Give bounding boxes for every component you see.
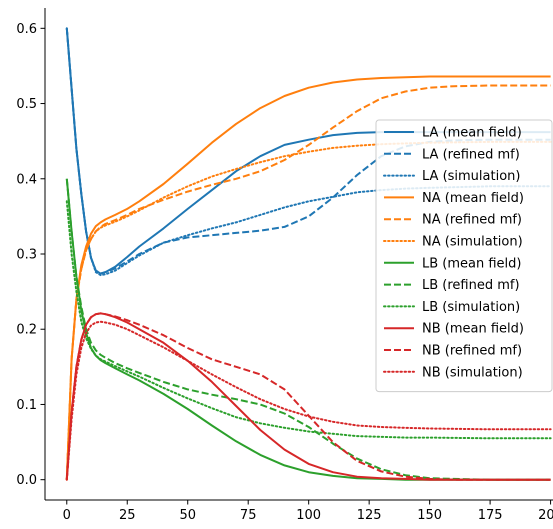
legend-label-la-refined-mf: LA (refined mf) [422,147,520,162]
x-tick-label: 25 [119,508,136,523]
y-tick-label: 0.4 [16,172,37,187]
legend-label-lb-refined-mf: LB (refined mf) [422,278,520,293]
y-tick-label: 0.0 [16,473,37,488]
legend-box [375,119,553,393]
y-tick-label: 0.5 [16,97,37,112]
y-tick-label: 0.1 [16,398,37,413]
legend-label-lb-simulation: LB (simulation) [422,300,520,315]
legend-label-nb-refined-mf: NB (refined mf) [422,344,522,359]
series-line-nb-refined-mf [65,312,551,481]
series-line-na-mean-field [65,75,551,480]
x-tick-label: 200 [538,508,553,523]
x-tick-label: 75 [240,508,257,523]
x-tick-label: 0 [63,508,71,523]
x-tick-label: 125 [357,508,382,523]
legend-label-na-simulation: NA (simulation) [422,235,523,250]
legend-label-nb-simulation: NB (simulation) [422,365,523,380]
legend-label-la-simulation: LA (simulation) [422,169,520,184]
legend-label-na-refined-mf: NA (refined mf) [422,213,522,228]
series-line-nb-simulation [65,320,552,481]
y-tick-label: 0.3 [16,248,37,263]
series-line-lb-refined-mf [65,178,551,481]
series-line-lb-simulation [65,200,552,440]
x-tick-label: 175 [478,508,503,523]
x-tick-label: 100 [296,508,321,523]
series-line-nb-mean-field [65,312,551,481]
legend-label-la-mean-field: LA (mean field) [422,126,522,141]
legend: LA (mean field) LA (refined mf) LA (simula… [375,119,553,393]
y-tick-label: 0.6 [16,22,37,37]
x-tick-label: 50 [179,508,196,523]
axes: 0 25 50 75 100 125 150 175 200 0.0 0.1 0.2 0.3 0.4 0.5… [16,8,553,523]
plot-lines [65,27,552,481]
y-tick-label: 0.2 [16,323,37,338]
x-tick-label: 150 [417,508,442,523]
legend-label-lb-mean-field: LB (mean field) [422,256,522,271]
legend-label-na-mean-field: NA (mean field) [422,191,524,206]
legend-label-nb-mean-field: NB (mean field) [422,322,524,337]
